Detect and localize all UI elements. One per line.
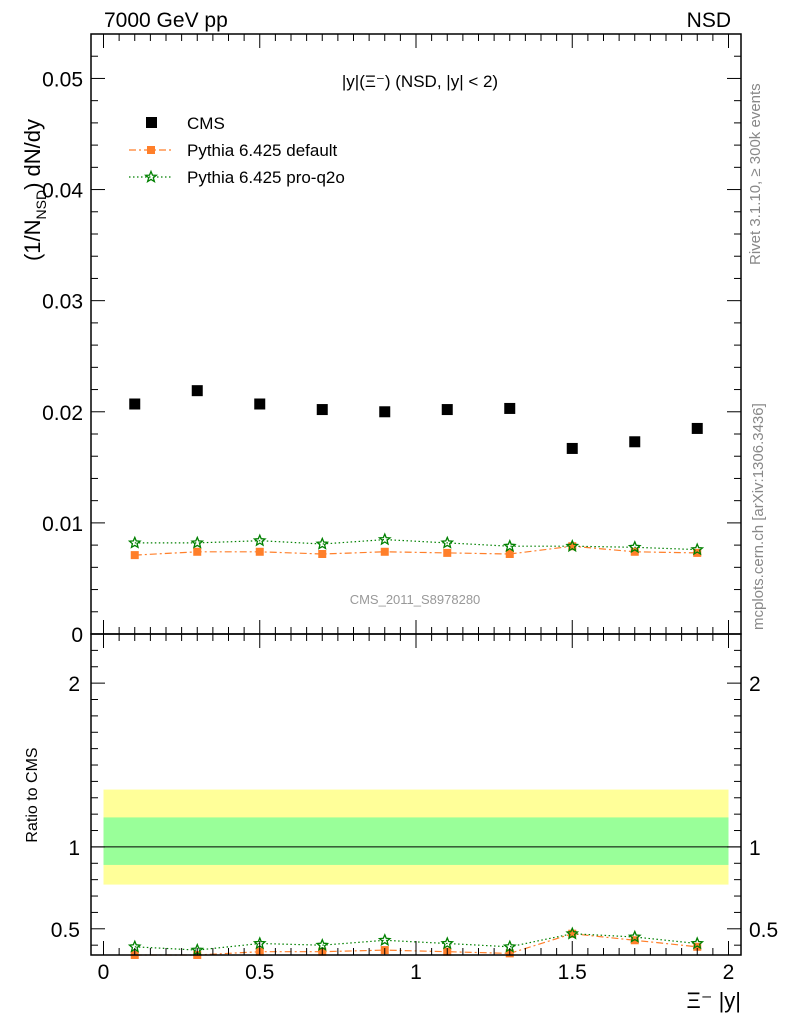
ratio-proq2o-point [440,936,455,950]
watermark: CMS_2011_S8978280 [350,592,481,607]
legend: CMS Pythia 6.425 default Pythia 6.425 pr… [129,114,345,187]
main-series-lines [134,538,698,556]
mcplots-label: mcplots.cern.ch [arXiv:1306.3436] [750,403,767,630]
ratio-x-ticks: 0 0.5 1 1.5 2 [98,634,735,984]
pythia-proq2o-point [502,539,517,553]
ratio-proq2o-point [377,933,392,947]
pythia-default-point [193,547,202,556]
plot-title: |y|(Ξ⁻) (NSD, |y| < 2) [342,72,498,91]
pythia-default-point [693,548,702,557]
pythia-default-point [380,547,389,556]
ratio-y-tick-label: 1 [68,837,80,860]
legend-label-default: Pythia 6.425 default [187,141,338,160]
y-tick-label: 0.02 [42,402,83,425]
pythia-proq2o-point [315,536,330,550]
pythia-proq2o-point [690,542,705,556]
header-left: 7000 GeV pp [104,9,228,32]
legend-label-cms: CMS [187,114,225,133]
y-axis-title-subscript: NSD [33,190,49,220]
x-tick-label: 1 [410,961,422,984]
legend-label-proq2o: Pythia 6.425 pro-q2o [187,168,345,187]
band-inner [103,817,729,865]
cms-point [254,398,266,410]
legend-marker-default [147,146,155,154]
ratio-default-point [568,929,577,938]
cms-point [316,404,328,416]
pythia-proq2o-point [190,535,205,549]
ratio-panel: 0.5 0.5 1 1 2 2 0 0.5 1 1.5 2 Ratio to CMS Ξ⁻ |y| [24,633,778,1013]
cms-point [691,422,703,434]
y-tick-label: 0 [71,624,83,647]
pythia-proq2o-point [440,535,455,549]
cms-point [129,398,141,410]
ratio-proq2o-point [565,926,580,940]
y-tick-label: 0.04 [42,180,83,203]
series-line-2 [134,538,698,551]
y-tick-label: 0.01 [42,513,83,536]
main-x-ticks [103,34,729,634]
cms-point [566,442,578,454]
cms-point [379,406,391,418]
header-right: NSD [687,9,731,32]
x-tick-label: 0.5 [245,961,274,984]
rivet-label: Rivet 3.1.10, ≥ 300k events [747,83,764,265]
x-tick-label: 0 [98,961,110,984]
main-series-points [127,385,705,560]
y-tick-label: 0.03 [42,291,83,314]
ratio-default-point [693,942,702,951]
pythia-proq2o-point [127,535,142,549]
ratio-y-tick-label: 2 [68,673,80,696]
ratio-y-tick-label-right: 0.5 [749,919,778,942]
pythia-default-point [130,551,139,560]
ratio-y-axis-title: Ratio to CMS [24,747,41,842]
cms-point [191,385,203,397]
pythia-default-point [318,550,327,558]
pythia-proq2o-point [627,540,642,554]
x-tick-label: 1.5 [558,961,587,984]
ratio-y-tick-label: 0.5 [51,919,80,942]
ratio-y-ticks: 0.5 0.5 1 1 2 2 [51,649,778,946]
cms-point [629,436,641,448]
legend-marker-cms [146,117,157,128]
pythia-default-point [505,550,514,558]
main-y-ticks: 0.01 0.02 0.03 0.04 0.05 0 [42,55,741,647]
cms-point [441,404,453,416]
ratio-proq2o-point [690,936,705,950]
ratio-proq2o-point [315,938,330,951]
x-tick-label: 2 [723,961,735,984]
pythia-proq2o-point [565,539,580,553]
y-axis-title-part: ) dN/dy [20,119,45,190]
main-panel: 0.01 0.02 0.03 0.04 0.05 0 |y|(Ξ⁻) (NSD, |y| … [20,33,742,647]
ratio-uncertainty-bands [103,789,729,885]
legend-marker-proq2o [144,169,158,183]
pythia-default-point [443,548,452,557]
pythia-default-point [568,542,577,551]
ratio-y-tick-label-right: 2 [749,673,761,696]
ratio-y-tick-label-right: 1 [749,837,761,860]
x-axis-title: Ξ⁻ |y| [687,988,741,1013]
y-tick-label: 0.05 [42,68,83,91]
series-line-1 [134,545,698,556]
y-axis-title: (1/NNSD) dN/dy [20,119,49,261]
y-axis-title-part: (1/N [20,219,45,261]
pythia-default-point [630,547,639,556]
pythia-proq2o-point [377,532,392,546]
pythia-proq2o-point [252,533,267,547]
ratio-proq2o-point [627,929,642,943]
cms-point [504,402,516,414]
pythia-default-point [255,547,264,556]
